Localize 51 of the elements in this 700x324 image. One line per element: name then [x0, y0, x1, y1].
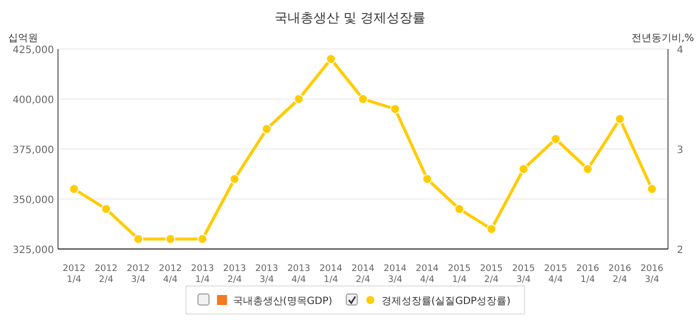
y-tick-label: 375,000: [12, 145, 54, 156]
y-tick-label: 325,000: [12, 245, 54, 256]
x-tick-label: 2012 3/4: [126, 264, 150, 285]
point: [326, 54, 336, 64]
point: [390, 104, 400, 114]
y-tick-label: 400,000: [12, 95, 54, 106]
x-tick-label: 2016 1/4: [576, 264, 600, 285]
point: [165, 234, 176, 244]
point: [133, 234, 144, 244]
y-axis-title: 십억원: [8, 33, 38, 44]
x-tick-label: 2012 4/4: [158, 264, 182, 285]
x-tick-label: 2014 3/4: [384, 264, 407, 285]
x-tick-label: 2014 2/4: [352, 264, 375, 285]
y-tick-label: 350,000: [12, 195, 54, 206]
point: [454, 204, 464, 214]
x-tick-label: 2013 3/4: [255, 264, 278, 285]
point: [518, 164, 529, 174]
x-tick-label: 2014 1/4: [319, 264, 343, 285]
x-tick-label: 2013 1/4: [191, 264, 214, 285]
legend-label: 국내총생산(명목GDP): [233, 296, 332, 307]
x-tick-label: 2012 2/4: [94, 264, 118, 285]
x-tick-label: 2016 3/4: [640, 264, 664, 285]
point: [197, 234, 208, 244]
point: [550, 134, 561, 144]
legend-label: 경제성장률(실질GDP성장률): [381, 296, 511, 307]
y2-tick-label: 3: [676, 145, 684, 156]
x-tick-label: 2016 2/4: [608, 264, 632, 285]
point: [646, 184, 657, 194]
y-tick-label: 425,000: [12, 45, 54, 56]
point: [294, 94, 304, 104]
x-tick-label: 2015 2/4: [480, 264, 503, 285]
x-tick-label: 2013 2/4: [223, 264, 246, 285]
point: [582, 164, 593, 174]
point: [486, 224, 496, 234]
x-tick-label: 2015 3/4: [512, 264, 535, 285]
x-tick-label: 2014 4/4: [416, 264, 439, 285]
chart-title: 국내총생산 및 경제성장률: [274, 11, 426, 26]
x-tick-label: 2015 1/4: [448, 264, 471, 285]
x-tick-label: 2013 4/4: [287, 264, 310, 285]
y2-tick-label: 4: [676, 45, 684, 56]
x-tick-label: 2012 1/4: [62, 264, 86, 285]
x-tick-label: 2015 4/4: [544, 264, 568, 285]
point: [614, 114, 625, 124]
point: [262, 124, 272, 134]
point: [101, 204, 112, 214]
point: [422, 174, 432, 184]
y2-tick-label: 2: [676, 245, 684, 256]
point: [358, 94, 368, 104]
point: [230, 174, 240, 184]
point: [69, 184, 80, 194]
y2-axis-title: 전년동기비,%: [631, 33, 694, 44]
